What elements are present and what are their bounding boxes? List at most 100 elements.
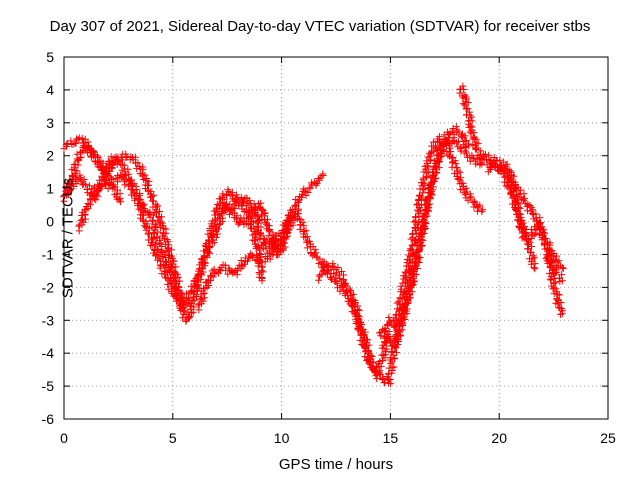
data-point: [213, 220, 221, 228]
data-point: [446, 144, 454, 152]
data-point: [407, 235, 415, 243]
data-point: [156, 264, 164, 272]
data-point: [296, 225, 304, 233]
data-point: [421, 180, 429, 188]
plot-area-border: [63, 56, 609, 420]
data-point: [161, 234, 169, 242]
data-point: [310, 178, 318, 186]
data-point: [189, 293, 197, 301]
data-point: [60, 193, 68, 201]
data-point: [117, 160, 125, 168]
data-point: [412, 213, 420, 221]
data-point: [379, 351, 387, 359]
data-point: [205, 238, 213, 246]
data-point: [506, 175, 514, 183]
data-point: [77, 149, 85, 157]
data-point: [122, 150, 130, 158]
data-point: [164, 280, 172, 288]
data-point: [504, 183, 512, 191]
data-point: [327, 275, 335, 283]
data-point: [213, 200, 221, 208]
data-point: [338, 267, 346, 275]
data-point: [461, 101, 469, 109]
data-point: [263, 236, 271, 244]
data-point: [258, 263, 266, 271]
y-tick-label: 4: [46, 82, 54, 98]
data-point: [423, 200, 431, 208]
data-point: [548, 265, 556, 273]
data-point: [218, 209, 226, 217]
data-point: [527, 258, 535, 266]
data-point: [453, 164, 461, 172]
data-point: [465, 123, 473, 131]
data-point: [471, 197, 479, 205]
data-point: [464, 196, 472, 204]
data-point: [408, 242, 416, 250]
axis-ticks: [63, 56, 609, 420]
data-point: [311, 246, 319, 254]
data-point: [527, 249, 535, 257]
data-point: [437, 150, 445, 158]
data-point: [184, 314, 192, 322]
data-point: [396, 332, 404, 340]
data-point: [65, 185, 73, 193]
data-point: [398, 285, 406, 293]
data-point: [149, 217, 157, 225]
data-point: [195, 306, 203, 314]
data-point: [523, 207, 531, 215]
data-point: [231, 213, 239, 221]
data-point: [307, 179, 315, 187]
data-point: [75, 222, 83, 230]
data-point: [196, 295, 204, 303]
data-point: [178, 305, 186, 313]
data-point: [302, 187, 310, 195]
data-point: [432, 162, 440, 170]
data-point: [197, 290, 205, 298]
x-tick-label: 15: [383, 430, 399, 446]
data-point: [424, 185, 432, 193]
data-point: [559, 264, 567, 272]
data-point: [463, 111, 471, 119]
data-point: [509, 188, 517, 196]
y-tick-label: -5: [42, 378, 55, 394]
data-point: [345, 285, 353, 293]
y-tick-label: 0: [46, 214, 54, 230]
data-point: [415, 207, 423, 215]
data-point: [496, 161, 504, 169]
data-point: [61, 191, 69, 199]
data-point: [379, 374, 387, 382]
data-point: [442, 136, 450, 144]
data-point: [149, 197, 157, 205]
data-point: [204, 230, 212, 238]
data-point: [424, 153, 432, 161]
data-point: [153, 234, 161, 242]
data-point: [438, 141, 446, 149]
data-point: [237, 256, 245, 264]
data-point: [246, 213, 254, 221]
data-point: [509, 180, 517, 188]
data-point: [449, 158, 457, 166]
data-point: [218, 194, 226, 202]
data-point: [436, 157, 444, 165]
data-point: [542, 235, 550, 243]
data-point: [182, 300, 190, 308]
data-point: [161, 240, 169, 248]
data-point: [457, 174, 465, 182]
data-point: [431, 142, 439, 150]
data-point: [365, 358, 373, 366]
data-point: [435, 133, 443, 141]
data-point: [452, 160, 460, 168]
data-point: [260, 216, 268, 224]
data-point: [428, 178, 436, 186]
data-point: [176, 303, 184, 311]
data-point: [520, 196, 528, 204]
data-point: [94, 163, 102, 171]
data-point: [410, 270, 418, 278]
data-point: [167, 246, 175, 254]
data-point: [224, 186, 232, 194]
data-point: [294, 215, 302, 223]
data-point: [541, 229, 549, 237]
data-point: [487, 166, 495, 174]
data-point: [194, 301, 202, 309]
data-point: [515, 222, 523, 230]
